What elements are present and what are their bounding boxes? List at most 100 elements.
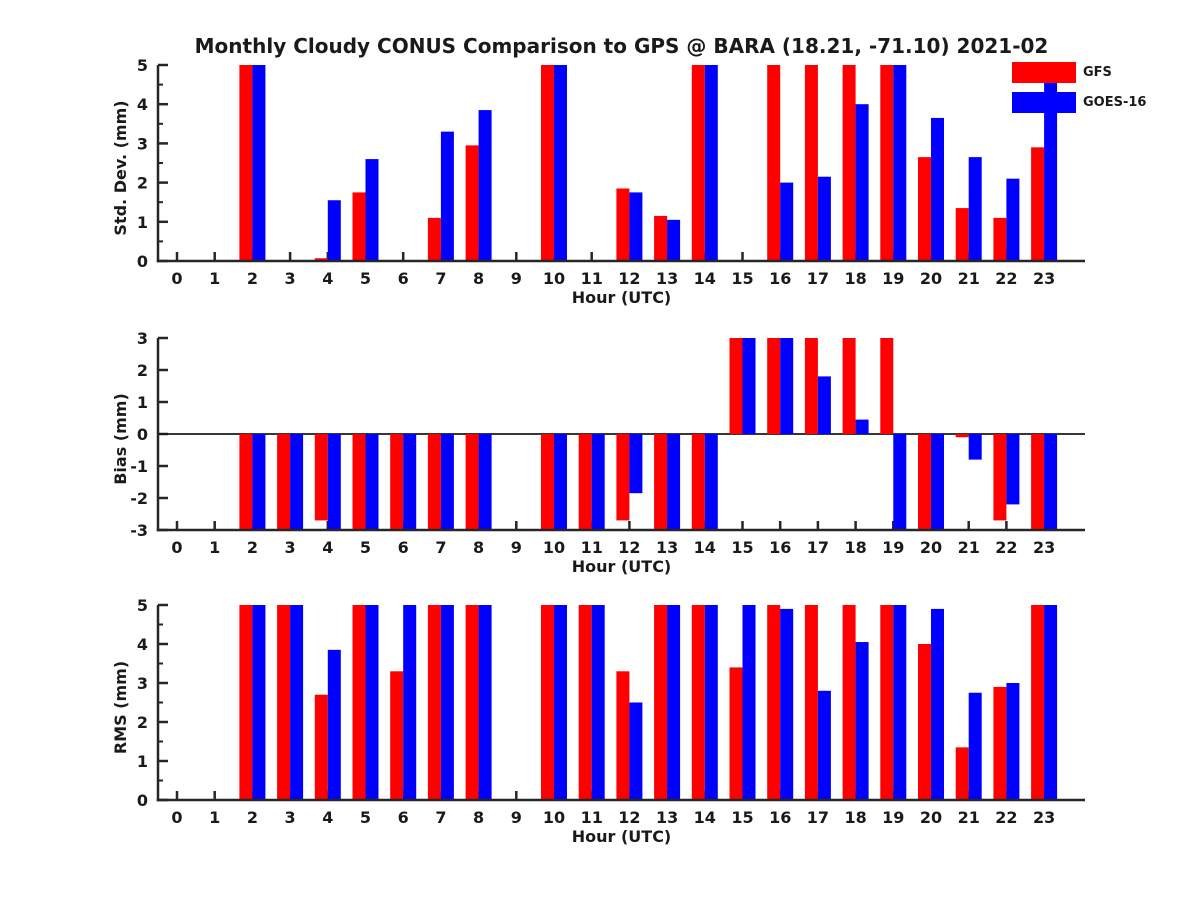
x-tick-label: 2 <box>247 269 258 288</box>
bar-goes-16-hour-22 <box>1006 434 1020 505</box>
bar-goes-16-hour-2 <box>252 434 266 530</box>
bar-goes-16-hour-5 <box>365 159 379 261</box>
bar-goes-16-hour-12 <box>629 434 643 494</box>
rms-xlabel: Hour (UTC) <box>572 827 672 846</box>
bar-goes-16-hour-19 <box>893 434 907 530</box>
bar-goes-16-hour-7 <box>440 131 454 261</box>
bar-gfs-hour-5 <box>352 434 366 530</box>
x-tick-label: 0 <box>171 269 182 288</box>
x-tick-label: 10 <box>543 269 565 288</box>
x-tick-label: 11 <box>581 538 603 557</box>
bar-goes-16-hour-5 <box>365 605 379 800</box>
bar-gfs-hour-21 <box>955 208 969 261</box>
bar-gfs-hour-20 <box>918 644 931 800</box>
x-tick-label: 4 <box>322 269 333 288</box>
bar-gfs-hour-16 <box>767 605 781 800</box>
bar-goes-16-hour-23 <box>1044 434 1058 530</box>
y-tick-label: -3 <box>130 521 148 540</box>
bar-gfs-hour-15 <box>729 667 743 800</box>
bar-gfs-hour-17 <box>804 605 818 800</box>
x-tick-label: 10 <box>543 538 565 557</box>
bar-gfs-hour-10 <box>541 434 554 530</box>
x-tick-label: 3 <box>285 808 296 827</box>
x-tick-label: 21 <box>958 538 980 557</box>
bar-goes-16-hour-17 <box>817 176 831 261</box>
y-tick-label: 0 <box>137 252 148 271</box>
bar-goes-16-hour-6 <box>403 605 417 800</box>
x-tick-label: 8 <box>473 808 484 827</box>
bar-goes-16-hour-6 <box>403 434 417 530</box>
bar-goes-16-hour-5 <box>365 434 379 530</box>
bar-gfs-hour-21 <box>955 434 969 438</box>
x-tick-label: 23 <box>1033 538 1055 557</box>
bar-goes-16-hour-21 <box>968 434 982 460</box>
bar-goes-16-hour-13 <box>667 434 681 530</box>
bar-goes-16-hour-10 <box>554 65 567 261</box>
x-tick-label: 13 <box>656 538 678 557</box>
bar-goes-16-hour-18 <box>855 104 869 261</box>
bar-gfs-hour-5 <box>352 605 366 800</box>
rms-ylabel: RMS (mm) <box>111 661 130 754</box>
y-tick-label: 1 <box>137 213 148 232</box>
bar-goes-16-hour-15 <box>742 605 756 800</box>
bar-gfs-hour-8 <box>465 145 479 261</box>
x-tick-label: 19 <box>882 808 904 827</box>
bar-goes-16-hour-4 <box>327 434 341 530</box>
x-tick-label: 4 <box>322 538 333 557</box>
bar-goes-16-hour-8 <box>478 110 492 261</box>
x-tick-label: 20 <box>920 269 942 288</box>
bar-goes-16-hour-23 <box>1044 65 1058 261</box>
bar-gfs-hour-14 <box>691 65 705 261</box>
bar-gfs-hour-16 <box>767 338 781 434</box>
y-tick-label: 0 <box>137 791 148 810</box>
bar-goes-16-hour-18 <box>855 642 869 800</box>
x-tick-label: 14 <box>694 269 716 288</box>
x-tick-label: 16 <box>769 538 791 557</box>
y-tick-label: 2 <box>137 713 148 732</box>
x-tick-label: 22 <box>995 538 1017 557</box>
x-tick-label: 4 <box>322 808 333 827</box>
x-tick-label: 18 <box>844 269 866 288</box>
x-tick-label: 9 <box>511 808 522 827</box>
bar-goes-16-hour-17 <box>817 376 831 434</box>
bar-goes-16-hour-20 <box>931 608 944 800</box>
bar-goes-16-hour-10 <box>554 605 567 800</box>
bar-gfs-hour-2 <box>239 605 253 800</box>
x-tick-label: 1 <box>209 538 220 557</box>
x-tick-label: 18 <box>844 538 866 557</box>
x-tick-label: 19 <box>882 269 904 288</box>
bar-gfs-hour-20 <box>918 157 931 261</box>
bar-gfs-hour-3 <box>277 605 291 800</box>
y-tick-label: 3 <box>137 134 148 153</box>
x-tick-label: 9 <box>511 269 522 288</box>
bar-gfs-hour-23 <box>1031 605 1045 800</box>
bar-gfs-hour-20 <box>918 434 931 530</box>
bar-goes-16-hour-13 <box>667 605 681 800</box>
x-tick-label: 22 <box>995 808 1017 827</box>
bar-goes-16-hour-3 <box>290 605 304 800</box>
x-tick-label: 7 <box>435 269 446 288</box>
bar-gfs-hour-23 <box>1031 147 1045 261</box>
y-tick-label: 1 <box>137 752 148 771</box>
x-tick-label: 20 <box>920 808 942 827</box>
x-tick-label: 12 <box>618 269 640 288</box>
bar-gfs-hour-7 <box>427 217 441 261</box>
bar-goes-16-hour-10 <box>554 434 567 530</box>
chart-title: Monthly Cloudy CONUS Comparison to GPS @… <box>194 34 1049 58</box>
x-tick-label: 14 <box>694 808 716 827</box>
x-tick-label: 2 <box>247 538 258 557</box>
y-tick-label: 0 <box>137 425 148 444</box>
bar-gfs-hour-12 <box>616 434 630 521</box>
std-dev-xlabel: Hour (UTC) <box>572 288 672 307</box>
bar-goes-16-hour-4 <box>327 200 341 261</box>
x-tick-label: 6 <box>398 269 409 288</box>
x-tick-label: 2 <box>247 808 258 827</box>
bar-gfs-hour-19 <box>880 65 894 261</box>
y-tick-label: -1 <box>130 457 148 476</box>
bar-gfs-hour-10 <box>541 65 554 261</box>
bar-goes-16-hour-2 <box>252 65 266 261</box>
bar-gfs-hour-17 <box>804 338 818 434</box>
bar-gfs-hour-19 <box>880 605 894 800</box>
